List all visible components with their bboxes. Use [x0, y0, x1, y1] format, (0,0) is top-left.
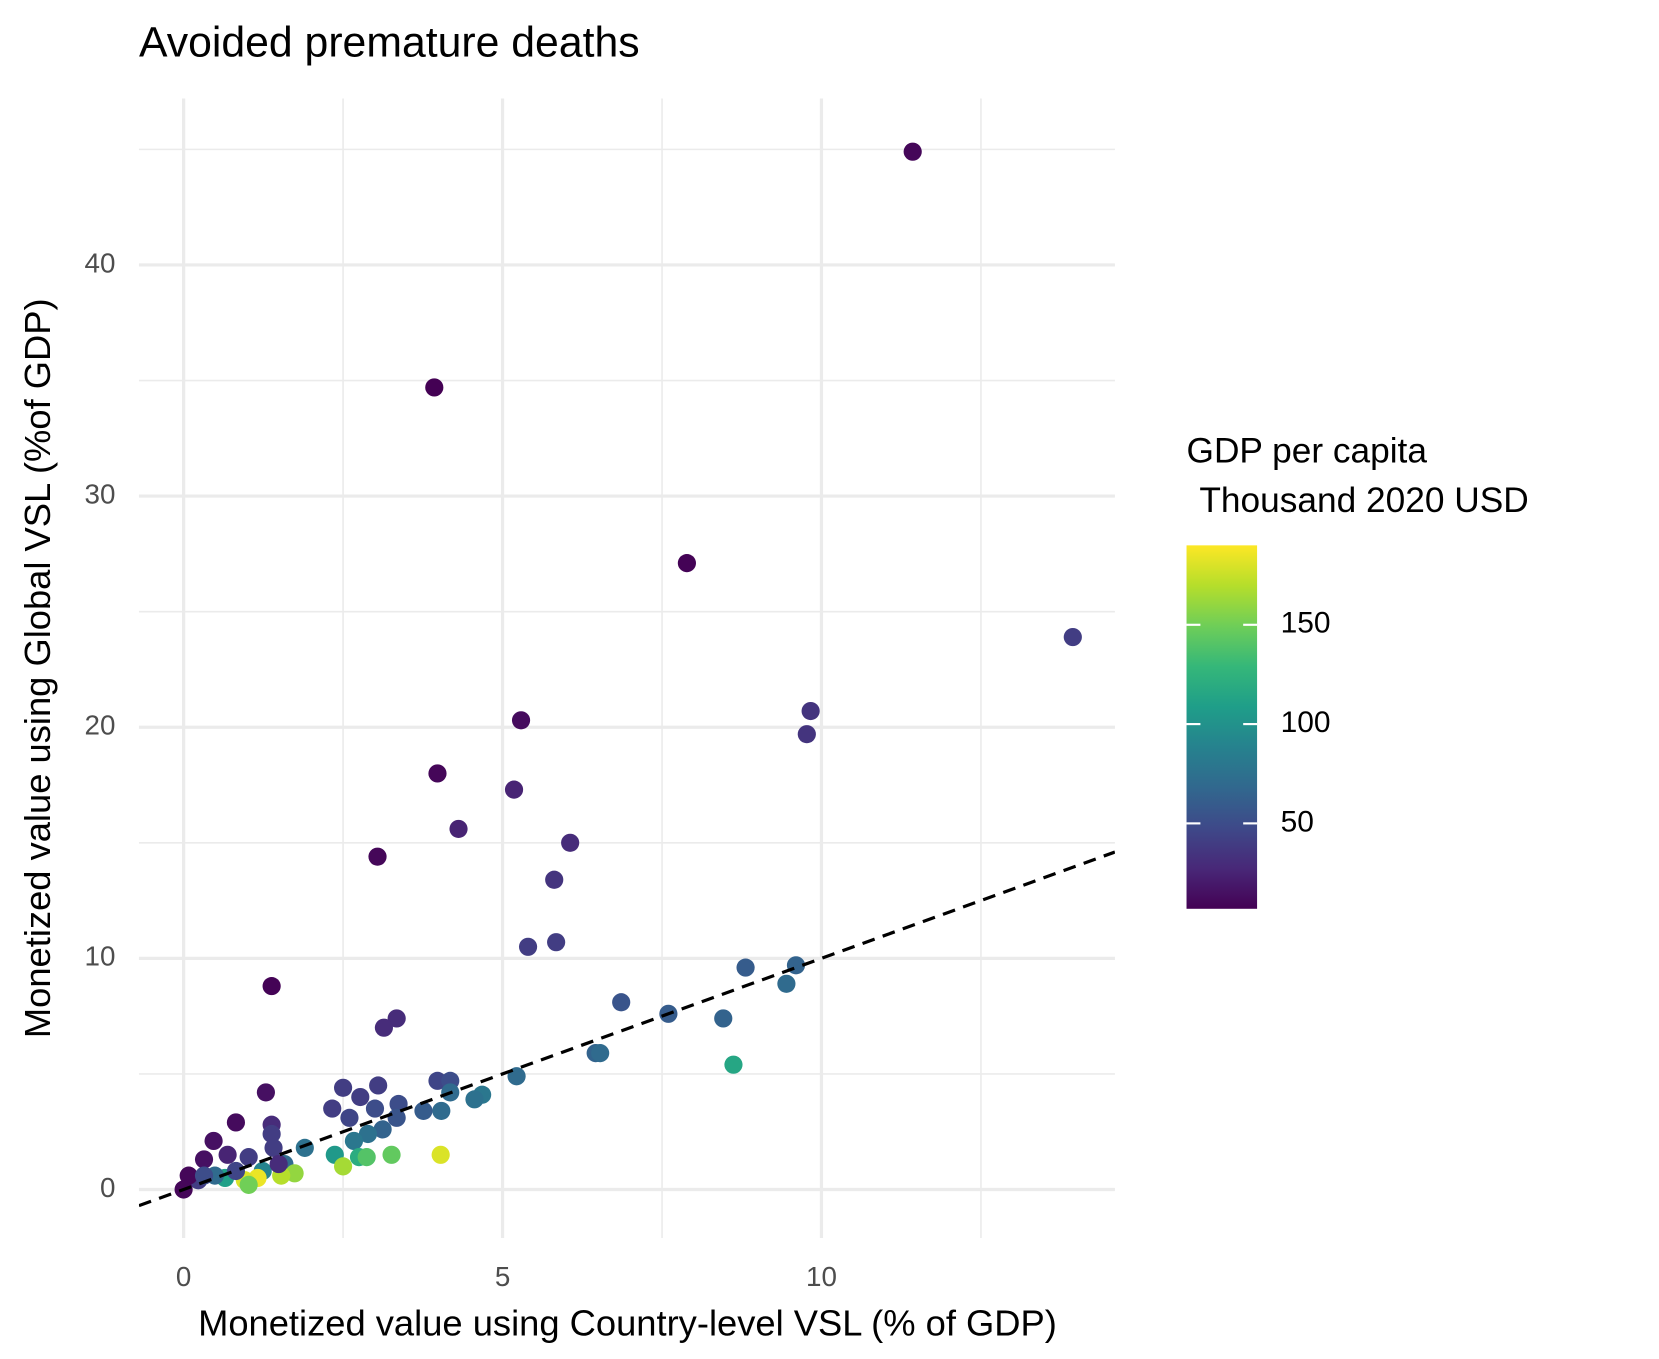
point — [465, 1090, 484, 1109]
point — [414, 1101, 433, 1120]
point — [511, 711, 531, 730]
x-tick-label: 0 — [176, 1261, 191, 1292]
chart-title: Avoided premature deaths — [139, 18, 640, 66]
point — [368, 847, 387, 866]
grid — [138, 98, 1115, 1239]
point — [204, 1131, 223, 1151]
point — [226, 1161, 246, 1181]
y-tick-label: 0 — [100, 1172, 115, 1203]
y-tick-label: 10 — [85, 941, 116, 972]
point — [333, 1157, 353, 1176]
point — [518, 937, 538, 956]
x-axis-title: Monetized value using Country-level VSL … — [198, 1302, 1057, 1343]
point — [179, 1166, 198, 1185]
point — [801, 701, 820, 721]
point — [677, 554, 696, 573]
point — [218, 1145, 237, 1164]
y-tick-label: 20 — [85, 710, 116, 741]
point — [262, 977, 281, 996]
point — [344, 1131, 364, 1151]
point — [545, 870, 564, 889]
point — [431, 1145, 450, 1164]
point — [387, 1108, 406, 1127]
point — [358, 1124, 378, 1144]
point — [374, 1018, 393, 1037]
point — [561, 833, 580, 852]
point — [369, 1076, 388, 1095]
point — [357, 1148, 376, 1167]
point — [449, 819, 468, 839]
point — [351, 1087, 370, 1107]
marks — [138, 142, 1115, 1208]
point — [797, 725, 816, 744]
reference-line — [138, 850, 1115, 1208]
point — [591, 1044, 610, 1063]
point — [239, 1175, 258, 1194]
point — [333, 1078, 353, 1097]
point — [387, 1009, 406, 1028]
colorbar-title: Thousand 2020 USD — [1199, 481, 1528, 520]
point — [323, 1099, 342, 1118]
y-tick-label: 40 — [85, 247, 116, 278]
y-axis-title: Monetized value using Global VSL (%of GD… — [17, 298, 58, 1038]
axes: 0 5 10 0 10 20 30 40 — [85, 247, 837, 1292]
point — [264, 1138, 283, 1157]
point — [285, 1164, 304, 1183]
point — [382, 1145, 401, 1164]
point — [1063, 627, 1082, 647]
point — [714, 1009, 733, 1028]
point — [428, 1071, 447, 1090]
point — [365, 1099, 385, 1118]
point — [425, 378, 444, 397]
colorbar-tick-label: 150 — [1281, 607, 1331, 640]
y-tick-label: 30 — [85, 478, 116, 509]
point — [504, 780, 524, 799]
point — [428, 764, 447, 783]
point — [373, 1120, 392, 1139]
point — [194, 1150, 214, 1169]
point — [612, 993, 631, 1012]
point — [547, 933, 566, 952]
colorbar — [1186, 545, 1258, 909]
point — [226, 1113, 246, 1132]
colorbar-tick-label: 100 — [1281, 706, 1331, 739]
x-tick-label: 10 — [806, 1261, 837, 1292]
point — [903, 142, 922, 161]
point — [239, 1148, 258, 1167]
point — [340, 1108, 359, 1127]
point — [256, 1083, 275, 1102]
colorbar-tick-label: 50 — [1281, 805, 1314, 838]
point — [724, 1055, 743, 1074]
point — [295, 1138, 314, 1157]
colorbar-title: GDP per capita — [1187, 432, 1428, 471]
point — [432, 1101, 451, 1120]
point — [262, 1124, 281, 1144]
x-tick-label: 5 — [495, 1261, 510, 1292]
point — [777, 974, 796, 993]
point — [269, 1154, 288, 1174]
point — [736, 958, 755, 977]
